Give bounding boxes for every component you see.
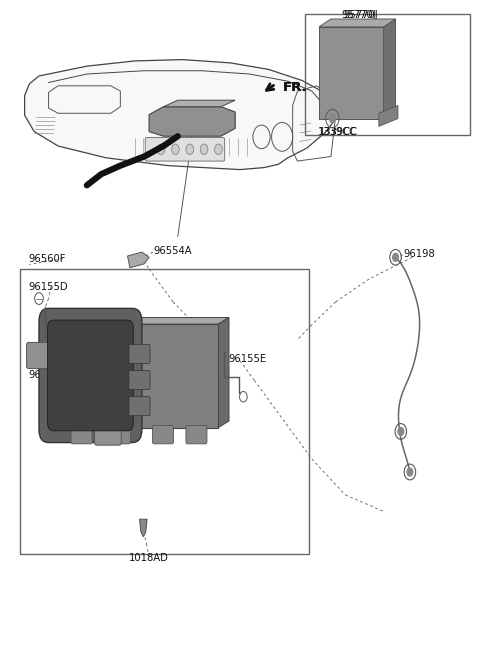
Text: 96198: 96198 (404, 249, 435, 259)
Circle shape (329, 115, 335, 123)
Polygon shape (128, 252, 149, 268)
Text: 1018AD: 1018AD (129, 554, 169, 564)
Text: 96560F: 96560F (28, 254, 66, 264)
Polygon shape (319, 19, 396, 27)
Bar (305, 14, 470, 135)
FancyBboxPatch shape (129, 344, 150, 363)
Text: 95770J: 95770J (344, 10, 378, 20)
Circle shape (393, 253, 398, 261)
Polygon shape (319, 27, 384, 119)
Circle shape (200, 144, 208, 155)
Polygon shape (125, 324, 218, 428)
Circle shape (186, 144, 193, 155)
FancyBboxPatch shape (95, 420, 121, 445)
Circle shape (398, 428, 404, 436)
Circle shape (215, 144, 222, 155)
FancyBboxPatch shape (48, 320, 133, 431)
Text: 1339CC: 1339CC (319, 127, 358, 136)
Circle shape (157, 144, 165, 155)
Polygon shape (384, 19, 396, 119)
Polygon shape (24, 60, 336, 170)
Bar (20, 269, 310, 554)
FancyBboxPatch shape (129, 397, 150, 416)
Polygon shape (149, 107, 235, 136)
Polygon shape (218, 318, 229, 428)
FancyBboxPatch shape (39, 308, 142, 443)
Circle shape (171, 144, 179, 155)
Text: 96554A: 96554A (154, 246, 192, 256)
FancyBboxPatch shape (186, 426, 207, 444)
Polygon shape (125, 318, 229, 324)
Text: 96173: 96173 (28, 370, 60, 380)
Text: 1339CC: 1339CC (318, 127, 357, 136)
Text: 96155E: 96155E (228, 354, 266, 365)
FancyBboxPatch shape (109, 426, 131, 444)
Text: FR.: FR. (283, 81, 308, 94)
FancyBboxPatch shape (145, 138, 225, 161)
FancyBboxPatch shape (26, 342, 54, 369)
Polygon shape (140, 519, 147, 537)
Circle shape (407, 468, 413, 476)
Text: 95770J: 95770J (341, 10, 375, 20)
Text: 96173: 96173 (105, 411, 137, 420)
Polygon shape (379, 106, 398, 127)
Polygon shape (163, 100, 235, 107)
Text: 96155D: 96155D (28, 282, 68, 292)
FancyBboxPatch shape (129, 371, 150, 390)
FancyBboxPatch shape (71, 426, 92, 444)
FancyBboxPatch shape (153, 426, 173, 444)
Text: FR.: FR. (283, 81, 308, 94)
